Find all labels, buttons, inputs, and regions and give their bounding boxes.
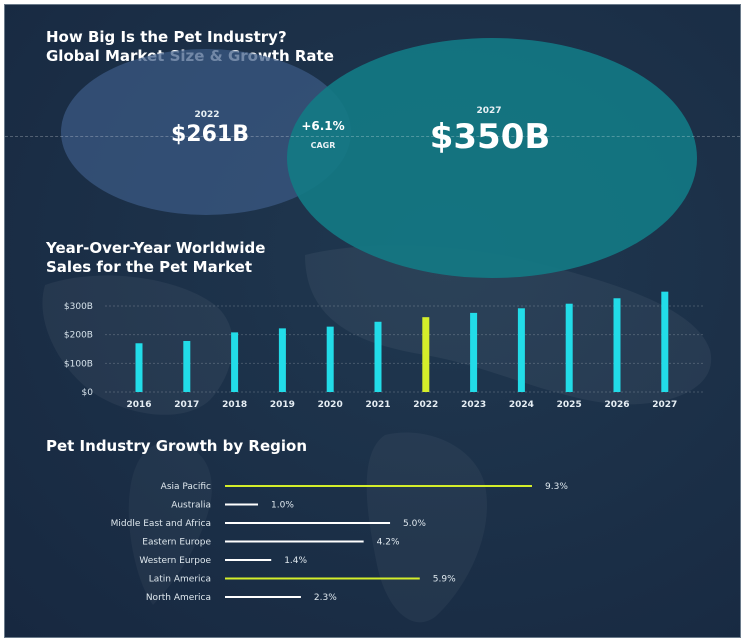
region-value-north-america: 2.3% xyxy=(314,593,337,603)
growth-label: CAGR xyxy=(310,141,336,150)
region-value-latin-america: 5.9% xyxy=(433,575,456,585)
bar-2016 xyxy=(135,343,143,392)
x-tick-label: 2018 xyxy=(222,400,247,410)
region-label-eastern-europe: Eastern Europe xyxy=(142,538,211,548)
world-map-background xyxy=(42,245,712,623)
region-bar-australia xyxy=(225,503,259,506)
bar-2023 xyxy=(470,312,478,392)
y-tick-label: $0 xyxy=(82,388,94,398)
region-label-western-eurpoe: Western Eurpoe xyxy=(139,556,211,566)
value-2022: $261B xyxy=(171,122,249,147)
sales-chart-title: Year-Over-Year Worldwide Sales for the P… xyxy=(46,239,265,277)
year-2022-label: 2022 xyxy=(194,110,220,120)
bar-2018 xyxy=(231,332,239,392)
bar-2026 xyxy=(613,298,621,392)
region-bar-latin-america xyxy=(225,577,420,580)
y-tick-label: $100B xyxy=(64,359,93,369)
growth-rate: +6.1% xyxy=(301,119,345,133)
bar-2020 xyxy=(326,326,334,392)
sales-chart-title-line1: Year-Over-Year Worldwide xyxy=(46,239,266,257)
region-value-asia-pacific: 9.3% xyxy=(545,482,568,492)
sales-bar-chart: $0 $100B $200B $300B 2016 2017 2018 2019 2020 202… xyxy=(64,291,705,410)
bar-2027 xyxy=(661,291,669,392)
region-label-middle-east-and-africa: Middle East and Africa xyxy=(111,519,211,529)
value-2027: $350B xyxy=(429,117,551,157)
region-bar-north-america xyxy=(225,596,301,598)
market-2027-circle xyxy=(287,38,697,278)
region-label-north-america: North America xyxy=(146,593,211,603)
x-tick-label: 2023 xyxy=(461,400,486,410)
bar-2021 xyxy=(374,321,382,392)
region-bar-western-eurpoe xyxy=(225,559,272,561)
x-tick-label: 2021 xyxy=(365,400,390,410)
region-value-middle-east-and-africa: 5.0% xyxy=(403,519,426,529)
bar-2025 xyxy=(565,303,573,392)
year-2027-label: 2027 xyxy=(476,106,502,116)
bar-2022 xyxy=(422,317,430,392)
region-value-eastern-europe: 4.2% xyxy=(377,538,400,548)
page-title-line1: How Big Is the Pet Industry? xyxy=(46,28,287,46)
y-tick-label: $300B xyxy=(64,302,93,312)
x-tick-label: 2017 xyxy=(174,400,199,410)
divider-line xyxy=(5,136,740,137)
region-bar-eastern-europe xyxy=(225,540,364,543)
x-tick-label: 2022 xyxy=(413,400,438,410)
region-value-australia: 1.0% xyxy=(271,501,294,511)
sales-chart-title-line2: Sales for the Pet Market xyxy=(46,258,253,276)
x-tick-label: 2026 xyxy=(604,400,629,410)
region-bar-asia-pacific xyxy=(225,485,532,487)
region-chart-title: Pet Industry Growth by Region xyxy=(46,437,307,455)
region-bar-chart: Asia Pacific 9.3% Australia 1.0% Middle East… xyxy=(111,482,569,603)
x-tick-label: 2027 xyxy=(652,400,677,410)
x-tick-label: 2019 xyxy=(270,400,295,410)
region-label-australia: Australia xyxy=(171,501,211,511)
bar-2017 xyxy=(183,340,191,392)
region-bar-middle-east-and-africa xyxy=(225,522,391,524)
region-label-latin-america: Latin America xyxy=(149,575,211,585)
bar-2024 xyxy=(517,308,525,392)
bar-2019 xyxy=(278,328,286,392)
x-tick-label: 2024 xyxy=(509,400,534,410)
region-label-asia-pacific: Asia Pacific xyxy=(161,482,211,492)
x-tick-label: 2020 xyxy=(318,400,343,410)
infographic: How Big Is the Pet Industry? Global Mark… xyxy=(4,4,741,638)
x-tick-label: 2025 xyxy=(557,400,582,410)
y-tick-label: $200B xyxy=(64,331,93,341)
x-tick-label: 2016 xyxy=(126,400,151,410)
region-value-western-eurpoe: 1.4% xyxy=(284,556,307,566)
